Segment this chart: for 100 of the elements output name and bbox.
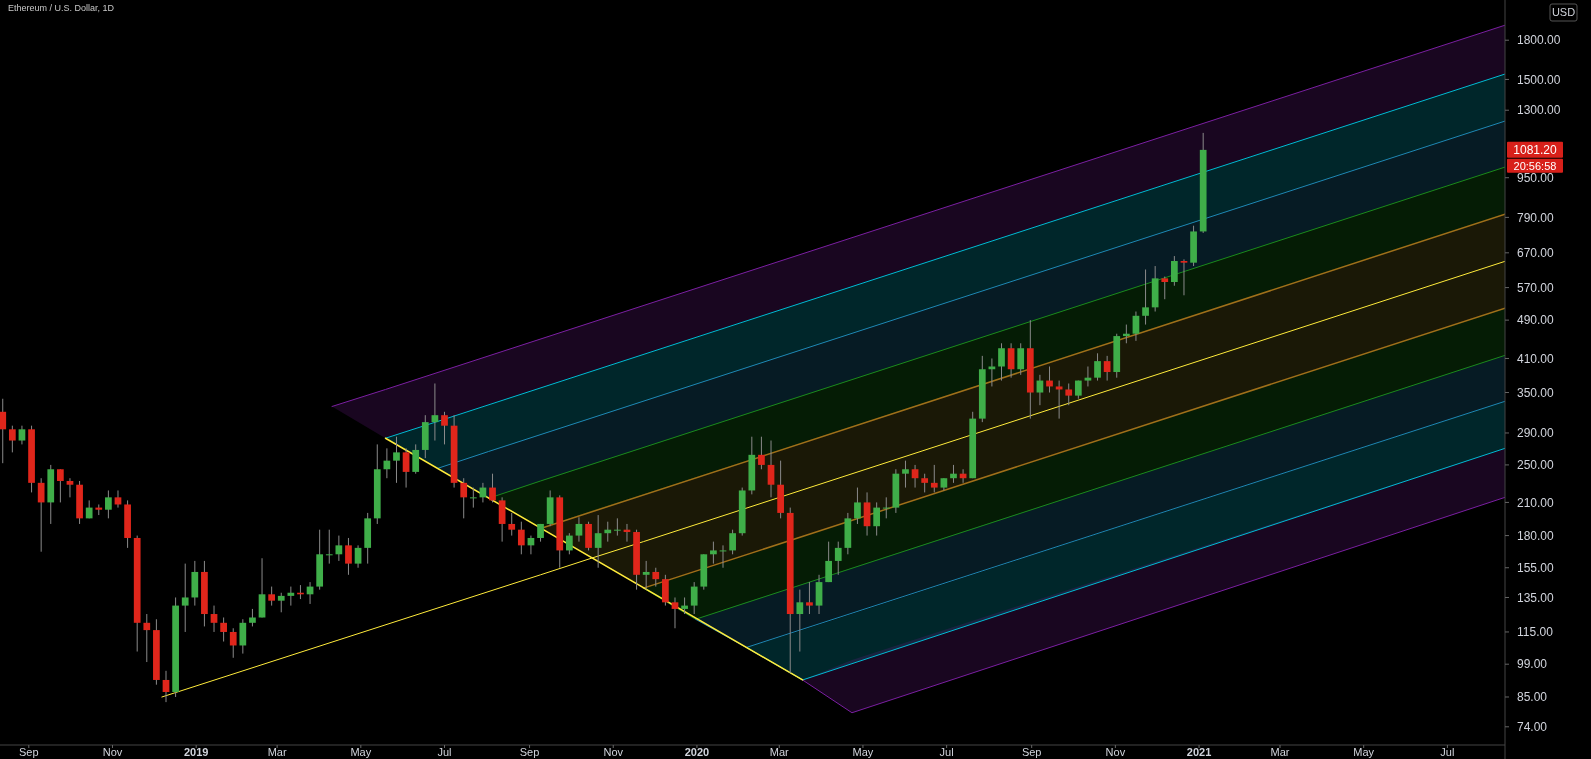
x-tick-label: 2020 xyxy=(684,746,710,758)
candlestick xyxy=(911,464,919,489)
x-tick-label: Nov xyxy=(1105,746,1126,758)
candlestick xyxy=(825,541,832,583)
candlestick xyxy=(441,411,448,445)
candlestick xyxy=(854,487,861,525)
y-tick-label: 155.00 xyxy=(1517,560,1555,575)
candlestick xyxy=(1103,355,1111,382)
candlestick xyxy=(873,501,881,537)
candlestick xyxy=(181,563,189,633)
candlestick xyxy=(834,541,842,576)
candlestick xyxy=(690,581,698,615)
candlestick xyxy=(988,357,996,387)
candlestick xyxy=(460,477,468,519)
candlestick xyxy=(1180,258,1188,296)
y-tick-label: 1800.00 xyxy=(1517,33,1561,48)
candlestick xyxy=(902,460,909,489)
line-series xyxy=(161,260,1505,698)
x-tick-label: Nov xyxy=(102,746,123,758)
candlestick xyxy=(18,425,26,445)
candlestick xyxy=(863,491,871,537)
candlestick xyxy=(393,436,400,484)
y-tick-label: 790.00 xyxy=(1517,210,1555,225)
y-tick-label: 570.00 xyxy=(1517,280,1555,295)
x-tick-label: Jul xyxy=(939,746,954,758)
candlestick xyxy=(8,425,16,453)
y-tick-label: 99.00 xyxy=(1517,657,1548,672)
candlestick xyxy=(66,477,74,498)
candlestick xyxy=(402,447,410,489)
chart-title: Ethereum / U.S. Dollar, 1D xyxy=(8,3,115,13)
x-tick-label: May xyxy=(1353,746,1375,758)
candlestick xyxy=(585,521,592,551)
candlestick xyxy=(806,581,813,615)
y-tick-label: 1500.00 xyxy=(1517,72,1561,87)
candlestick xyxy=(498,496,506,543)
y-tick-label: 210.00 xyxy=(1517,495,1555,510)
candlestick xyxy=(930,464,938,493)
candlestick xyxy=(729,529,736,555)
x-tick-label: Mar xyxy=(267,746,287,758)
candlestick xyxy=(277,592,285,613)
x-tick-label: Sep xyxy=(19,746,39,758)
candlestick xyxy=(575,516,583,543)
candlestick xyxy=(345,537,352,576)
candlestick xyxy=(1036,374,1044,406)
candlestick xyxy=(469,487,477,509)
candlestick xyxy=(758,436,765,470)
x-tick-label: Sep xyxy=(519,746,540,758)
candlestick xyxy=(57,468,64,503)
candlestick xyxy=(335,535,343,562)
candlestick xyxy=(210,605,218,633)
y-tick-label: 350.00 xyxy=(1517,385,1555,400)
candlestick xyxy=(517,521,525,555)
candlestick xyxy=(921,473,929,493)
candlestick xyxy=(105,489,112,519)
candlestick xyxy=(1161,276,1169,300)
candlestick xyxy=(220,617,227,643)
candlestick xyxy=(489,473,496,503)
candlestick xyxy=(642,560,650,591)
candlestick xyxy=(1142,269,1149,326)
candlestick xyxy=(1094,352,1101,382)
candlestick xyxy=(1171,255,1178,287)
candlestick xyxy=(287,586,295,607)
candlestick xyxy=(710,541,717,565)
x-tick-label: Mar xyxy=(1270,746,1290,758)
candlestick xyxy=(594,514,602,569)
x-tick-label: May xyxy=(350,746,372,758)
candlestick xyxy=(565,532,573,555)
y-tick-label: 74.00 xyxy=(1517,720,1548,735)
y-tick-label: 670.00 xyxy=(1517,246,1555,261)
candlestick xyxy=(652,567,660,588)
candlestick xyxy=(614,517,621,537)
y-tick-label: 115.00 xyxy=(1517,625,1554,640)
candlestick xyxy=(239,618,247,655)
candlestick xyxy=(1084,366,1092,387)
candlestick xyxy=(268,586,275,607)
y-tick-label: 490.00 xyxy=(1517,313,1555,328)
candlestick xyxy=(998,342,1005,382)
text: 1081.20 xyxy=(1513,143,1558,158)
y-tick-label: 250.00 xyxy=(1517,458,1555,473)
candlestick xyxy=(412,443,420,475)
y-tick-label: 85.00 xyxy=(1517,690,1548,705)
y-tick-label: 410.00 xyxy=(1517,351,1555,366)
candlestick xyxy=(882,496,890,519)
x-tick-label: 2021 xyxy=(1186,746,1212,758)
y-tick-label: 180.00 xyxy=(1517,528,1555,543)
y-tick-label: 950.00 xyxy=(1517,170,1555,185)
candlestick xyxy=(1017,342,1025,376)
candlestick xyxy=(37,477,45,553)
candlestick xyxy=(508,512,516,537)
x-tick-label: May xyxy=(852,746,874,758)
x-tick-label: Jul xyxy=(1440,746,1455,758)
x-tick-label: Jul xyxy=(437,746,452,758)
candlestick xyxy=(143,613,151,663)
candlestick xyxy=(1055,380,1063,420)
candlestick xyxy=(229,627,237,659)
candlestick xyxy=(354,544,362,569)
text: USD xyxy=(1551,6,1576,19)
x-tick-label: 2019 xyxy=(183,746,209,758)
candlestick xyxy=(662,574,669,607)
x-tick-label: Mar xyxy=(769,746,790,758)
